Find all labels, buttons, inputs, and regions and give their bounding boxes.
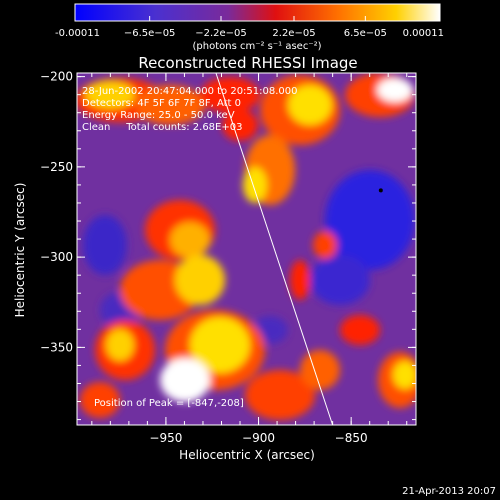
- colorbar-ticks: -0.00011 −6.5e−05 −2.2e−05 2.2e−05 6.5e−05 0.…: [55, 16, 444, 39]
- solar-limb-line: [215, 73, 334, 425]
- x-tick-label: −850: [335, 431, 368, 445]
- x-axis-label: Heliocentric X (arcsec): [179, 448, 315, 462]
- colorbar-tick-label: -0.00011: [55, 28, 100, 39]
- colorbar-tick-label: −6.5e−05: [124, 28, 176, 39]
- colorbar-tick-label: 6.5e−05: [344, 28, 387, 39]
- colorbar-tick-label: −2.2e−05: [195, 28, 247, 39]
- colorbar-tick-label: 2.2e−05: [272, 28, 315, 39]
- x-tick-label: −950: [149, 431, 182, 445]
- peak-position-label: Position of Peak = [-847,-208]: [94, 398, 244, 409]
- generated-timestamp: 21-Apr-2013 20:07: [402, 486, 496, 497]
- heatmap-image: [77, 73, 416, 425]
- info-counts: Clean Total counts: 2.68E+03: [82, 122, 242, 133]
- colorbar-tick-label: 0.00011: [403, 28, 444, 39]
- colorbar-units-label: (photons cm⁻² s⁻¹ asec⁻²): [192, 41, 321, 52]
- info-detectors: Detectors: 4F 5F 6F 7F 8F, Att 0: [82, 98, 241, 109]
- y-tick-label: −350: [40, 340, 73, 354]
- info-energy-range: Energy Range: 25.0 - 50.0 keV: [82, 110, 235, 121]
- peak-marker: [378, 188, 383, 193]
- y-tick-label: −300: [40, 250, 73, 264]
- info-time-range: 28-Jun-2002 20:47:04.000 to 20:51:08.000: [82, 86, 298, 97]
- x-tick-label: −900: [242, 431, 275, 445]
- y-axis-ticks: −200 −250 −300 −350: [40, 70, 416, 421]
- y-tick-label: −250: [40, 160, 73, 174]
- plot-frame: [76, 72, 417, 426]
- chart-title: Reconstructed RHESSI Image: [138, 54, 357, 72]
- colorbar: [74, 3, 441, 22]
- y-axis-label: Heliocentric Y (arcsec): [13, 183, 27, 318]
- y-tick-label: −200: [40, 70, 73, 84]
- x-axis-ticks: −950 −900 −850: [91, 73, 408, 445]
